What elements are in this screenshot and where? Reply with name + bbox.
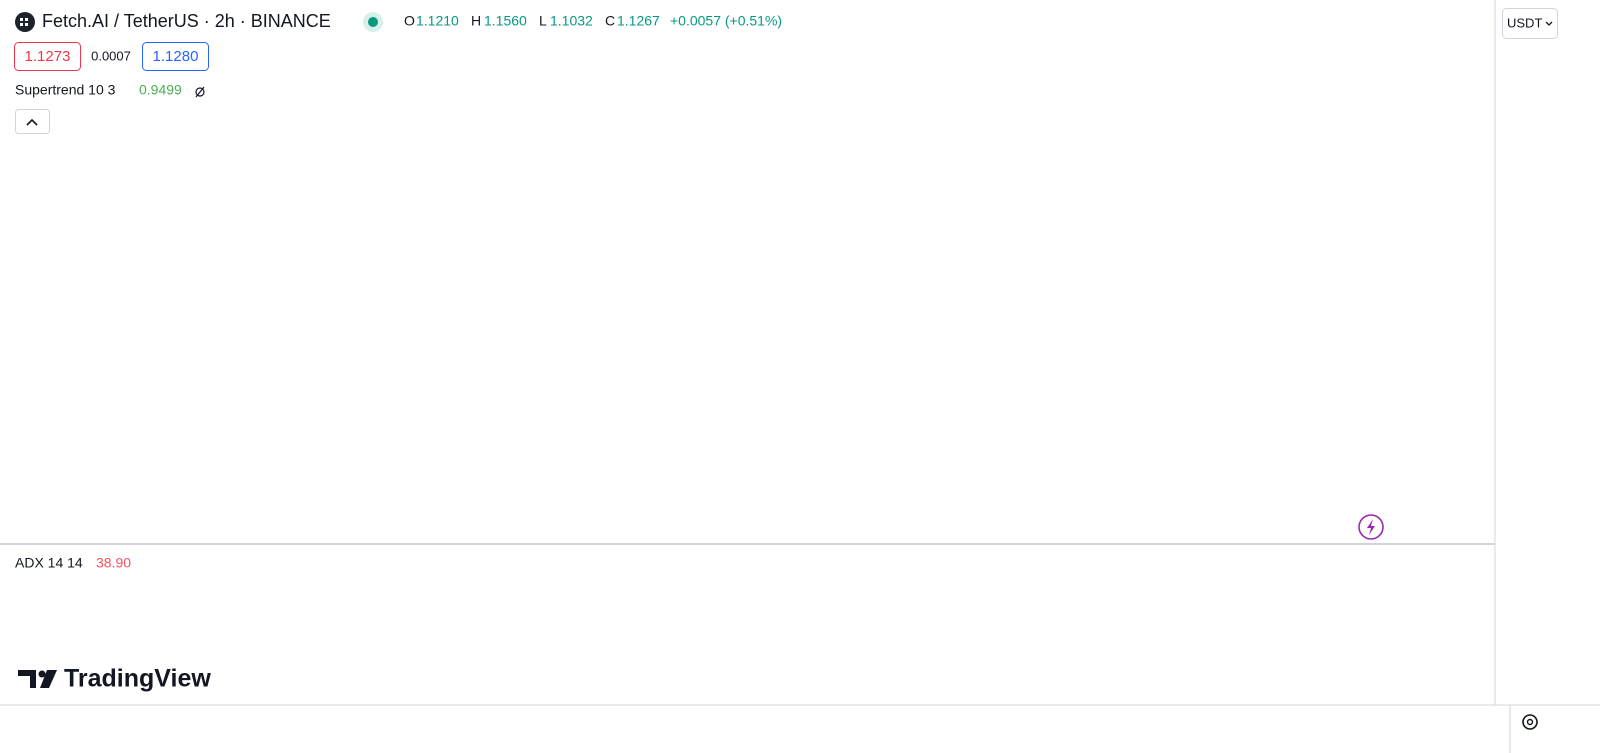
currency-label[interactable]: USDT: [1507, 15, 1542, 30]
brand-logo-dot: [38, 670, 46, 678]
settings-icon[interactable]: [1522, 714, 1538, 730]
ohlc-value: 1.1032: [550, 13, 593, 29]
indicator-value: 0.9499: [139, 82, 182, 98]
symbol-logo-dot: [25, 18, 28, 21]
symbol-title[interactable]: Fetch.AI / TetherUS · 2h · BINANCE: [42, 11, 331, 31]
ohlc-value: 1.1560: [484, 13, 527, 29]
currency-button[interactable]: [1502, 8, 1558, 39]
brand-name[interactable]: TradingView: [64, 665, 211, 693]
symbol-logo: [15, 12, 35, 32]
spread: 0.0007: [91, 48, 131, 63]
ohlc-value: 1.1267: [617, 13, 660, 29]
indicator-value: 38.90: [96, 555, 131, 571]
market-status-dot: [368, 17, 378, 27]
settings-icon-hub: [1526, 718, 1534, 726]
alert-bolt: [1367, 519, 1375, 535]
indicator-name: ADX 14 14: [15, 555, 83, 571]
ohlc-label: O: [404, 13, 415, 29]
ohlc-value: 1.1210: [416, 13, 459, 29]
ask-price[interactable]: 1.1280: [153, 48, 199, 65]
ohlc-change: +0.0057 (+0.51%): [670, 13, 782, 29]
sell-button[interactable]: [14, 42, 81, 71]
ohlc-label: C: [605, 13, 615, 29]
hide-icon[interactable]: [195, 87, 205, 97]
bid-price[interactable]: 1.1273: [25, 48, 71, 65]
ohlc-label: H: [471, 13, 481, 29]
hide-icon-slash: [195, 86, 205, 98]
currency-chevron: [1545, 21, 1553, 26]
symbol-logo-dot: [25, 23, 28, 26]
indicator-name: Supertrend 10 3: [15, 82, 116, 98]
collapse-icon: [26, 118, 38, 126]
symbol-logo-dot: [20, 23, 23, 26]
brand-logo: [18, 670, 36, 688]
brand-logo: [40, 670, 57, 688]
buy-button[interactable]: [142, 42, 209, 71]
symbol-logo-dot: [20, 18, 23, 21]
ohlc-label: L: [539, 13, 547, 29]
